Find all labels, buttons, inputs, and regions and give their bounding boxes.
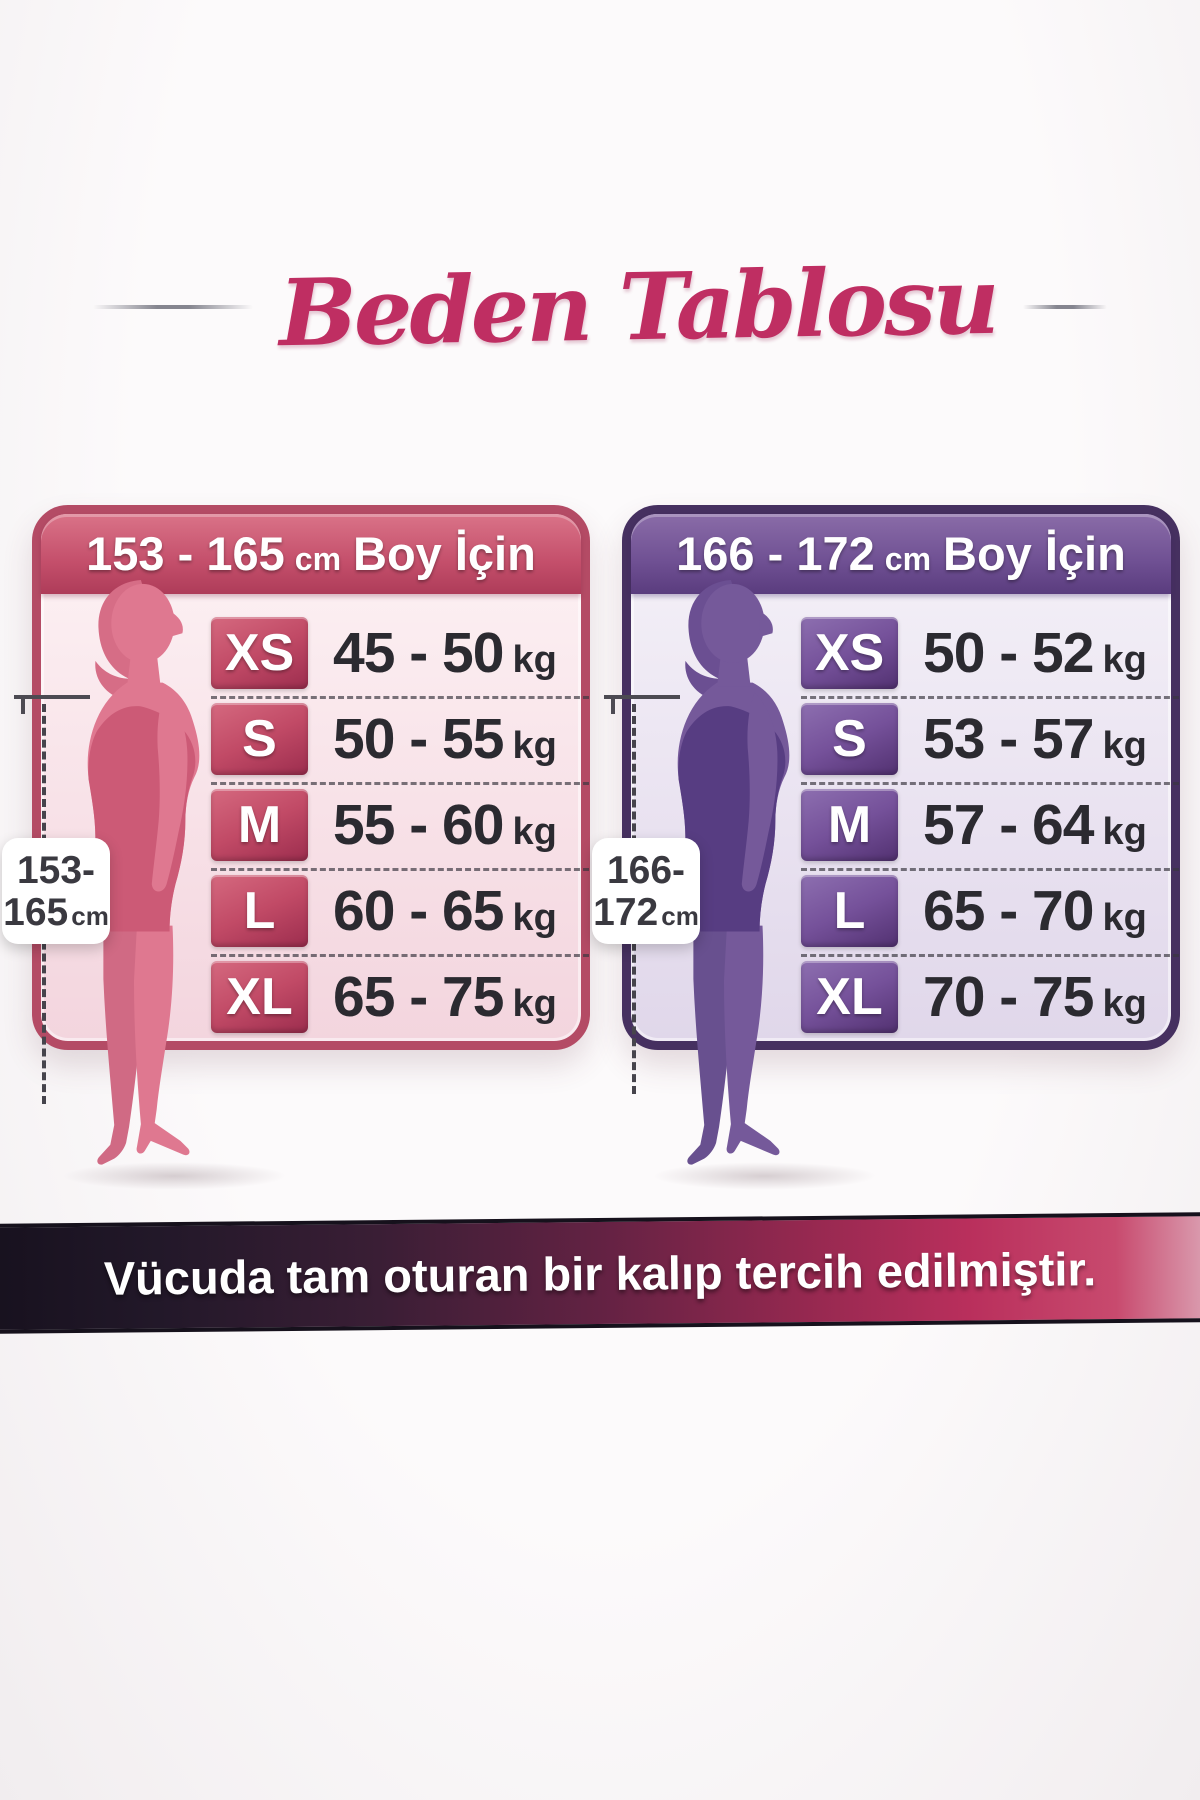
weight-unit: kg: [512, 725, 557, 767]
figure-shadow: [652, 1162, 877, 1190]
header-unit: cm: [294, 541, 342, 577]
title-right-line: [1022, 305, 1107, 309]
height-value-bottom: 165: [3, 891, 69, 935]
header-unit: cm: [884, 541, 932, 577]
height-value-top: 153-: [16, 849, 96, 892]
size-row-xs: XS 45 - 50 kg: [211, 611, 589, 699]
size-row-xl: XL 65 - 75 kg: [211, 955, 583, 1041]
weight-range: 57 - 64 kg: [923, 792, 1147, 858]
footer-note: Vücuda tam oturan bir kalıp tercih edilm…: [103, 1241, 1097, 1305]
size-row-m: M 55 - 60 kg: [211, 783, 589, 871]
height-value-top: 166-: [606, 849, 686, 892]
header-range: 166 - 172: [676, 527, 875, 580]
footer-banner-bar: Vücuda tam oturan bir kalıp tercih edilm…: [0, 1212, 1200, 1334]
weight-value: 45 - 50: [333, 621, 504, 685]
size-badge: M: [211, 789, 308, 861]
weight-value: 70 - 75: [923, 965, 1094, 1029]
weight-value: 65 - 75: [333, 965, 504, 1029]
header-range: 153 - 165: [86, 527, 285, 580]
height-label-153-165: 153- 165 cm: [2, 838, 110, 945]
weight-value: 53 - 57: [923, 707, 1094, 771]
height-value-bottom: 172: [593, 891, 659, 935]
woman-silhouette-pink: [44, 576, 222, 1208]
weight-unit: kg: [1102, 725, 1147, 767]
weight-value: 60 - 65: [333, 879, 504, 943]
weight-unit: kg: [512, 897, 557, 939]
size-badge: L: [211, 875, 308, 947]
header-label: Boy İçin: [353, 527, 536, 580]
size-row-xs: XS 50 - 52 kg: [801, 611, 1179, 699]
size-badge: S: [801, 703, 898, 775]
height-measure-line: [14, 695, 90, 714]
weight-value: 65 - 70: [923, 879, 1094, 943]
weight-unit: kg: [1102, 811, 1147, 853]
size-row-l: L 65 - 70 kg: [801, 869, 1179, 957]
weight-unit: kg: [1102, 639, 1147, 681]
size-badge: XL: [801, 961, 898, 1033]
weight-value: 57 - 64: [923, 793, 1094, 857]
size-badge: XS: [801, 617, 898, 689]
woman-silhouette-purple: [634, 576, 812, 1208]
weight-unit: kg: [512, 811, 557, 853]
figure-shadow: [62, 1162, 287, 1190]
weight-unit: kg: [1102, 897, 1147, 939]
height-measure-line: [604, 695, 680, 714]
header-label: Boy İçin: [943, 527, 1126, 580]
weight-range: 45 - 50 kg: [333, 620, 557, 686]
woman-silhouette-svg: [677, 579, 790, 1165]
title-left-line: [93, 305, 254, 309]
weight-unit: kg: [512, 639, 557, 681]
weight-range: 50 - 55 kg: [333, 706, 557, 772]
height-label-166-172: 166- 172 cm: [592, 838, 700, 945]
size-badge: L: [801, 875, 898, 947]
size-badge: M: [801, 789, 898, 861]
weight-unit: kg: [512, 983, 557, 1025]
weight-unit: kg: [1102, 983, 1147, 1025]
panel-header-153-165: 153 - 165 cm Boy İçin: [41, 514, 581, 594]
panel-header-166-172: 166 - 172 cm Boy İçin: [631, 514, 1171, 594]
size-badge: S: [211, 703, 308, 775]
size-badge: XS: [211, 617, 308, 689]
weight-value: 50 - 52: [923, 621, 1094, 685]
weight-range: 70 - 75 kg: [923, 964, 1147, 1030]
page-title: Beden Tablosu: [278, 246, 998, 368]
weight-value: 50 - 55: [333, 707, 504, 771]
size-row-m: M 57 - 64 kg: [801, 783, 1179, 871]
footer-banner: Vücuda tam oturan bir kalıp tercih edilm…: [0, 1203, 1200, 1343]
size-row-s: S 50 - 55 kg: [211, 697, 589, 785]
size-badge: XL: [211, 961, 308, 1033]
title-row: Beden Tablosu: [0, 232, 1200, 382]
weight-value: 55 - 60: [333, 793, 504, 857]
woman-silhouette-svg: [87, 579, 200, 1165]
size-row-l: L 60 - 65 kg: [211, 869, 589, 957]
height-unit: cm: [71, 901, 109, 932]
weight-range: 60 - 65 kg: [333, 878, 557, 944]
weight-range: 50 - 52 kg: [923, 620, 1147, 686]
weight-range: 65 - 75 kg: [333, 964, 557, 1030]
weight-range: 53 - 57 kg: [923, 706, 1147, 772]
height-unit: cm: [661, 901, 699, 932]
size-row-xl: XL 70 - 75 kg: [801, 955, 1173, 1041]
weight-range: 55 - 60 kg: [333, 792, 557, 858]
weight-range: 65 - 70 kg: [923, 878, 1147, 944]
size-row-s: S 53 - 57 kg: [801, 697, 1179, 785]
